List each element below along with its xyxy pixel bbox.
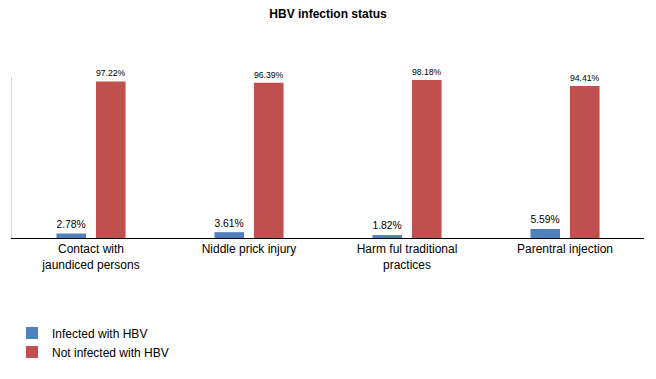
svg-text:94.41%: 94.41% <box>570 73 600 83</box>
svg-text:98.18%: 98.18% <box>412 67 442 77</box>
svg-text:Niddle prick injury: Niddle prick injury <box>202 242 297 256</box>
svg-text:Not infected with HBV: Not infected with HBV <box>52 346 169 360</box>
svg-text:1.82%: 1.82% <box>372 220 401 231</box>
svg-text:5.59%: 5.59% <box>530 214 559 225</box>
svg-text:Contact withjaundiced persons: Contact withjaundiced persons <box>41 242 139 272</box>
svg-text:97.22%: 97.22% <box>96 68 126 78</box>
svg-text:3.61%: 3.61% <box>214 218 243 229</box>
svg-text:HBV infection status: HBV infection status <box>269 7 387 21</box>
svg-text:96.39%: 96.39% <box>254 70 284 80</box>
svg-text:Parentral injection: Parentral injection <box>517 242 613 256</box>
svg-text:Harm ful traditionalpractices: Harm ful traditionalpractices <box>357 242 458 272</box>
svg-text:2.78%: 2.78% <box>56 219 85 230</box>
svg-text:Infected with HBV: Infected with HBV <box>52 327 147 341</box>
